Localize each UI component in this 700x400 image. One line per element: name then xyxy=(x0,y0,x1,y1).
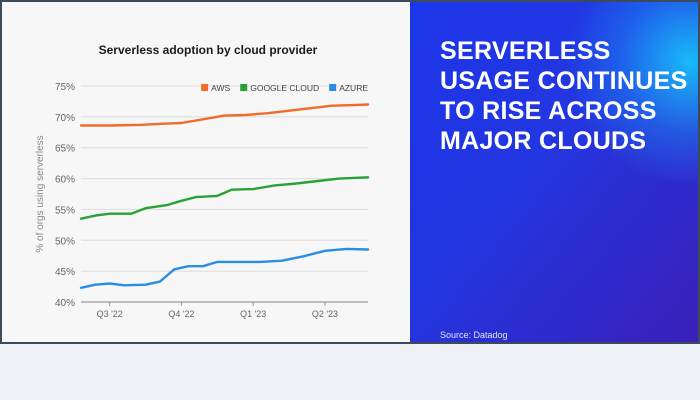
x-tick-label: Q2 '23 xyxy=(312,309,338,319)
chart-title: Serverless adoption by cloud provider xyxy=(99,43,318,57)
y-axis-label: % of orgs using serverless xyxy=(35,135,46,252)
y-tick-label: 55% xyxy=(55,205,75,216)
grid-layer xyxy=(81,85,368,303)
y-tick-labels: 40% 45% 50% 55% 60% 65% 70% 75% xyxy=(55,82,75,309)
series-line-google-cloud xyxy=(79,176,370,220)
legend: AZURE GOOGLE CLOUD AWS xyxy=(201,83,368,93)
y-tick-label: 40% xyxy=(55,298,75,309)
x-tick-label: Q4 '22 xyxy=(168,309,194,319)
y-tick-label: 70% xyxy=(55,113,75,124)
y-tick-label: 60% xyxy=(55,175,75,186)
legend-swatch xyxy=(201,84,209,91)
series-line-azure xyxy=(79,247,370,289)
legend-label: AZURE xyxy=(339,83,368,93)
legend-label: GOOGLE CLOUD xyxy=(250,83,319,93)
promo-panel: SERVERLESS USAGE CONTINUES TO RISE ACROS… xyxy=(410,2,698,342)
promo-headline: SERVERLESS USAGE CONTINUES TO RISE ACROS… xyxy=(440,37,688,155)
y-tick-label: 65% xyxy=(55,144,75,155)
card: Serverless adoption by cloud provider % … xyxy=(0,0,700,344)
bottom-strip xyxy=(0,344,700,400)
series-layer xyxy=(79,103,370,289)
x-tick-labels: Q3 '22 Q4 '22 Q1 '23 Q2 '23 xyxy=(97,302,338,319)
line-chart: Serverless adoption by cloud provider % … xyxy=(35,43,370,319)
y-tick-label: 45% xyxy=(55,267,75,278)
legend-swatch xyxy=(240,84,248,91)
chart-panel: Serverless adoption by cloud provider % … xyxy=(2,2,410,342)
x-tick-label: Q3 '22 xyxy=(97,309,123,319)
x-tick-label: Q1 '23 xyxy=(240,309,266,319)
series-line-aws xyxy=(79,103,370,127)
source-credit: Source: Datadog xyxy=(440,330,508,340)
legend-label: AWS xyxy=(211,83,230,93)
y-tick-label: 50% xyxy=(55,236,75,247)
y-tick-label: 75% xyxy=(55,82,75,93)
legend-swatch xyxy=(329,84,337,91)
